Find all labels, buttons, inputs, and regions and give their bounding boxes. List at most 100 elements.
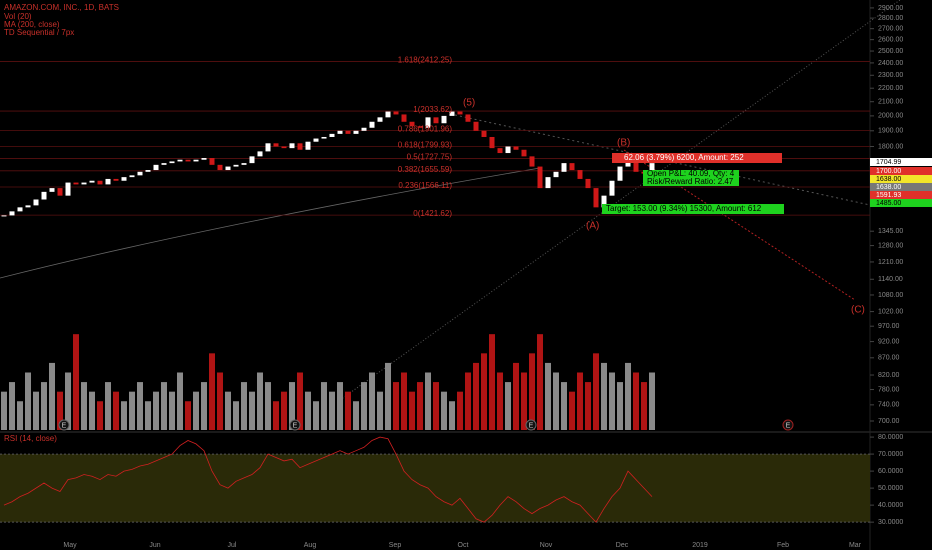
candle — [153, 164, 159, 171]
rsi-tick-label: 50.0000 — [878, 485, 903, 492]
volume-bar — [361, 382, 367, 430]
fib-label: 0.786(1901.96) — [398, 125, 453, 134]
volume-bar — [241, 382, 247, 430]
volume-bar — [329, 391, 335, 430]
volume-bar — [57, 391, 63, 430]
x-tick-label: 2019 — [692, 542, 708, 549]
volume-bar — [169, 391, 175, 430]
candle — [441, 115, 447, 124]
price-badge — [870, 158, 932, 166]
candle — [57, 188, 63, 196]
candle — [177, 159, 183, 162]
rsi-tick-label: 70.0000 — [878, 451, 903, 458]
candle — [345, 130, 351, 134]
volume-bar — [305, 391, 311, 430]
volume-bar — [449, 401, 455, 430]
candle — [489, 136, 495, 149]
y-tick-label: 2900.00 — [878, 5, 903, 12]
earnings-label: E — [529, 422, 534, 429]
price-badge-label: 1704.99 — [876, 159, 901, 166]
volume-bar — [393, 382, 399, 430]
price-badge — [870, 167, 932, 175]
pnl-box — [643, 170, 739, 186]
price-badge-label: 1638.00 — [876, 176, 901, 183]
volume-bar — [81, 382, 87, 430]
wave-label: (C) — [851, 305, 865, 316]
candle — [145, 170, 151, 172]
ratio-text: Risk/Reward Ratio: 2.47 — [647, 177, 734, 186]
candle — [521, 149, 527, 157]
candle — [361, 127, 367, 131]
volume-bar — [209, 353, 215, 430]
candle — [225, 166, 231, 171]
candle — [593, 188, 599, 208]
x-tick-label: Oct — [458, 542, 469, 549]
volume-bar — [585, 382, 591, 430]
candle — [609, 180, 615, 196]
candle — [17, 207, 23, 212]
y-tick-label: 1140.00 — [878, 276, 903, 283]
volume-bar — [73, 334, 79, 430]
y-tick-label: 780.00 — [878, 386, 900, 393]
rsi-tick-label: 40.0000 — [878, 502, 903, 509]
candle — [73, 182, 79, 185]
volume-bar — [17, 401, 23, 430]
x-tick-label: Feb — [777, 542, 789, 549]
y-tick-label: 2400.00 — [878, 60, 903, 67]
rsi-title: RSI (14, close) — [4, 434, 57, 443]
candle — [137, 171, 143, 176]
candle — [265, 143, 271, 152]
volume-bar — [505, 382, 511, 430]
price-badge — [870, 175, 932, 183]
volume-bar — [593, 353, 599, 430]
x-tick-label: Mar — [849, 542, 862, 549]
stop-box — [612, 153, 782, 163]
x-tick-label: Aug — [304, 542, 317, 549]
candle — [385, 111, 391, 118]
fib-label: 1(2033.62) — [413, 105, 452, 114]
volume-bar — [537, 334, 543, 430]
x-tick-label: Nov — [540, 542, 553, 549]
candle — [497, 148, 503, 154]
volume-bar — [49, 362, 55, 430]
volume-bar — [89, 391, 95, 430]
volume-bar — [153, 391, 159, 430]
volume-bar — [33, 391, 39, 430]
indicator: MA (200, close) — [4, 20, 60, 29]
volume-bar — [97, 401, 103, 430]
price-badge-label: 1485.00 — [876, 200, 901, 207]
candle — [585, 178, 591, 189]
rsi-tick-label: 60.0000 — [878, 468, 903, 475]
y-tick-label: 920.00 — [878, 338, 900, 345]
candle — [465, 114, 471, 122]
volume-bar — [65, 372, 71, 430]
volume-bar — [321, 382, 327, 430]
candle — [121, 177, 127, 181]
volume-bar — [121, 401, 127, 430]
y-tick-label: 2300.00 — [878, 72, 903, 79]
rsi-band — [0, 454, 870, 523]
price-badge-label: 1591.93 — [876, 192, 901, 199]
candle — [257, 151, 263, 157]
candle — [25, 205, 31, 208]
volume-bar — [345, 391, 351, 430]
trend-line — [339, 0, 901, 401]
fib-label: 1.618(2412.25) — [398, 56, 453, 65]
volume-bar — [649, 372, 655, 430]
y-tick-label: 2100.00 — [878, 99, 903, 106]
price-badge-label: 1700.00 — [876, 168, 901, 175]
candle — [649, 163, 655, 174]
candle — [377, 117, 383, 122]
x-tick-label: Sep — [389, 542, 402, 549]
earnings-marker — [58, 419, 70, 431]
rsi-line — [3, 436, 653, 523]
volume-bar — [489, 334, 495, 430]
y-tick-label: 1210.00 — [878, 259, 903, 266]
volume-bar — [9, 382, 15, 430]
volume-bar — [409, 391, 415, 430]
volume-bar — [193, 391, 199, 430]
candle — [81, 182, 87, 185]
wave-label: (A) — [586, 221, 599, 232]
volume-bar — [185, 401, 191, 430]
volume-bar — [129, 391, 135, 430]
